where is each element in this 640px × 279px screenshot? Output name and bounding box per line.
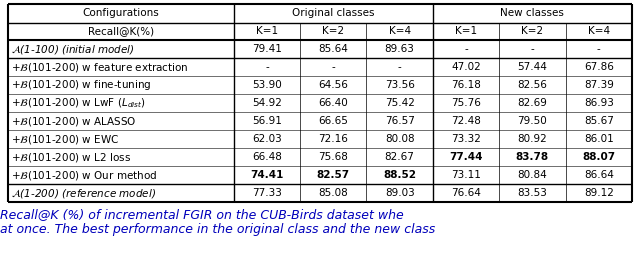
Text: 76.18: 76.18 — [451, 80, 481, 90]
Text: 87.39: 87.39 — [584, 80, 614, 90]
Text: 72.16: 72.16 — [318, 134, 348, 144]
Text: 73.32: 73.32 — [451, 134, 481, 144]
Text: 56.91: 56.91 — [252, 116, 282, 126]
Text: +$\mathcal{B}$(101-200) w Our method: +$\mathcal{B}$(101-200) w Our method — [11, 169, 157, 182]
Text: 85.08: 85.08 — [319, 188, 348, 198]
Text: 86.93: 86.93 — [584, 98, 614, 108]
Text: 67.86: 67.86 — [584, 62, 614, 72]
Text: -: - — [597, 44, 601, 54]
Text: 86.01: 86.01 — [584, 134, 614, 144]
Text: 62.03: 62.03 — [252, 134, 282, 144]
Text: K=1: K=1 — [256, 27, 278, 37]
Text: K=1: K=1 — [455, 27, 477, 37]
Text: +$\mathcal{B}$(101-200) w L2 loss: +$\mathcal{B}$(101-200) w L2 loss — [11, 150, 131, 163]
Text: +$\mathcal{B}$(101-200) w feature extraction: +$\mathcal{B}$(101-200) w feature extrac… — [11, 61, 189, 73]
Text: 75.76: 75.76 — [451, 98, 481, 108]
Text: -: - — [531, 44, 534, 54]
Text: 66.65: 66.65 — [318, 116, 348, 126]
Text: at once. The best performance in the original class and the new class: at once. The best performance in the ori… — [0, 222, 435, 235]
Text: 74.41: 74.41 — [250, 170, 284, 180]
Text: 89.63: 89.63 — [385, 44, 415, 54]
Text: +$\mathcal{B}$(101-200) w LwF ($L_{dist}$): +$\mathcal{B}$(101-200) w LwF ($L_{dist}… — [11, 96, 146, 110]
Text: +$\mathcal{B}$(101-200) w fine-tuning: +$\mathcal{B}$(101-200) w fine-tuning — [11, 78, 152, 92]
Text: -: - — [398, 62, 401, 72]
Text: New classes: New classes — [500, 8, 564, 18]
Text: 75.68: 75.68 — [318, 152, 348, 162]
Text: 66.48: 66.48 — [252, 152, 282, 162]
Text: 75.42: 75.42 — [385, 98, 415, 108]
Text: 86.64: 86.64 — [584, 170, 614, 180]
Text: 82.56: 82.56 — [518, 80, 547, 90]
Text: 79.50: 79.50 — [518, 116, 547, 126]
Text: 82.67: 82.67 — [385, 152, 415, 162]
Text: 57.44: 57.44 — [518, 62, 547, 72]
Text: 85.64: 85.64 — [318, 44, 348, 54]
Text: Recall@K (%) of incremental FGIR on the CUB-Birds dataset whe: Recall@K (%) of incremental FGIR on the … — [0, 208, 404, 222]
Text: 83.53: 83.53 — [518, 188, 547, 198]
Text: +$\mathcal{B}$(101-200) w EWC: +$\mathcal{B}$(101-200) w EWC — [11, 133, 119, 146]
Text: -: - — [332, 62, 335, 72]
Text: K=2: K=2 — [522, 27, 543, 37]
Text: $\mathcal{A}$(1-100) (initial model): $\mathcal{A}$(1-100) (initial model) — [11, 42, 134, 56]
Text: 88.07: 88.07 — [582, 152, 616, 162]
Text: 77.44: 77.44 — [449, 152, 483, 162]
Text: 89.03: 89.03 — [385, 188, 415, 198]
Text: K=4: K=4 — [588, 27, 610, 37]
Text: -: - — [464, 44, 468, 54]
Text: 47.02: 47.02 — [451, 62, 481, 72]
Text: 64.56: 64.56 — [318, 80, 348, 90]
Text: 73.11: 73.11 — [451, 170, 481, 180]
Text: 85.67: 85.67 — [584, 116, 614, 126]
Text: K=2: K=2 — [322, 27, 344, 37]
Text: 72.48: 72.48 — [451, 116, 481, 126]
Text: +$\mathcal{B}$(101-200) w ALASSO: +$\mathcal{B}$(101-200) w ALASSO — [11, 114, 136, 128]
Text: 82.69: 82.69 — [518, 98, 547, 108]
Text: K=4: K=4 — [388, 27, 411, 37]
Text: 53.90: 53.90 — [252, 80, 282, 90]
Text: 88.52: 88.52 — [383, 170, 416, 180]
Text: 80.92: 80.92 — [518, 134, 547, 144]
Text: 82.57: 82.57 — [317, 170, 350, 180]
Text: Configurations: Configurations — [83, 8, 159, 18]
Text: 73.56: 73.56 — [385, 80, 415, 90]
Text: 54.92: 54.92 — [252, 98, 282, 108]
Text: 76.57: 76.57 — [385, 116, 415, 126]
Text: Original classes: Original classes — [292, 8, 374, 18]
Text: 66.40: 66.40 — [319, 98, 348, 108]
Text: Recall@K(%): Recall@K(%) — [88, 27, 154, 37]
Text: 79.41: 79.41 — [252, 44, 282, 54]
Text: $\mathcal{A}$(1-200) (reference model): $\mathcal{A}$(1-200) (reference model) — [11, 186, 156, 199]
Text: 80.84: 80.84 — [518, 170, 547, 180]
Text: 77.33: 77.33 — [252, 188, 282, 198]
Text: 83.78: 83.78 — [516, 152, 549, 162]
Text: 89.12: 89.12 — [584, 188, 614, 198]
Text: -: - — [265, 62, 269, 72]
Text: 76.64: 76.64 — [451, 188, 481, 198]
Text: 80.08: 80.08 — [385, 134, 415, 144]
